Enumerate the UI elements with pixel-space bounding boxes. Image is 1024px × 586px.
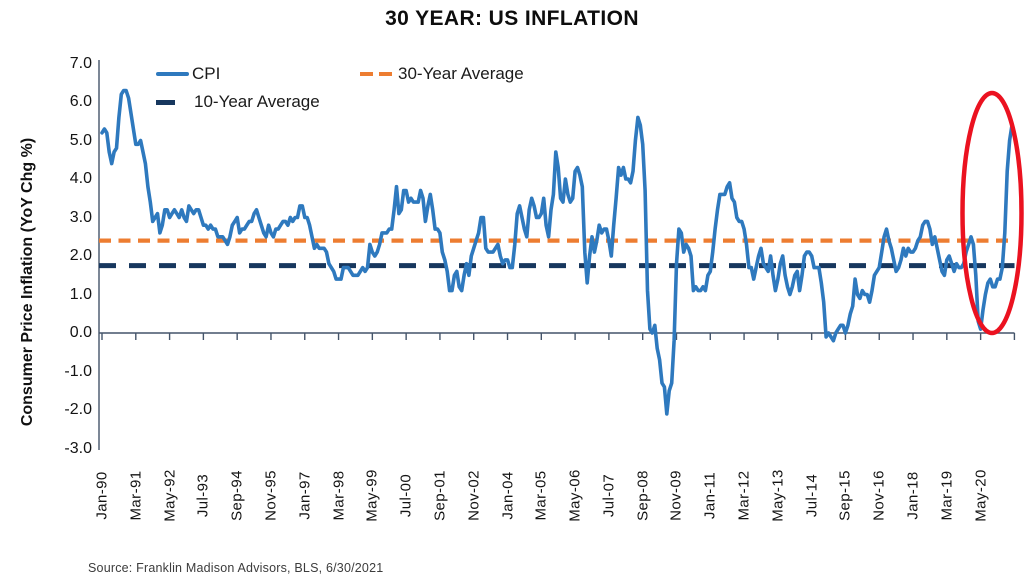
x-axis-tick-label: Sep-15	[836, 470, 854, 521]
x-axis-tick-label: Mar-19	[938, 470, 956, 521]
x-axis-tick-label: Nov-09	[667, 470, 685, 521]
x-axis-tick-label: Jan-90	[93, 471, 111, 520]
y-axis-tick-label: 3.0	[69, 208, 92, 226]
x-axis-tick-label: Nov-02	[465, 470, 483, 521]
x-axis-tick-label: Sep-01	[431, 470, 449, 521]
highlight-ellipse	[960, 90, 1024, 336]
ten-year-average-swatch	[156, 99, 175, 105]
x-axis-tick-label: Jul-00	[397, 473, 415, 518]
x-axis-tick-label: Jul-07	[600, 473, 618, 518]
y-axis-tick-label: 4.0	[69, 170, 92, 187]
x-axis-tick-label: Sep-94	[228, 470, 246, 521]
y-axis-tick-label: 6.0	[69, 93, 92, 110]
x-axis-tick-label: May-99	[363, 469, 381, 522]
y-axis-tick-label: 2.0	[69, 247, 92, 264]
x-axis-tick-label: Nov-16	[870, 470, 888, 521]
legend-label-cpi: CPI	[192, 64, 221, 83]
x-axis-tick-label: Mar-12	[735, 470, 753, 521]
x-axis-tick-label: Mar-91	[127, 470, 145, 521]
x-axis-tick-label: Jul-14	[803, 473, 821, 518]
y-axis-tick-label: 1.0	[69, 285, 92, 303]
y-axis-tick-label: 7.0	[69, 54, 92, 72]
x-axis-tick-label: Sep-08	[634, 470, 652, 521]
y-axis-tick-label: -2.0	[64, 401, 92, 418]
x-axis-ticks	[101, 333, 1016, 340]
thirty-year-average-swatch	[360, 72, 393, 76]
source-note: Source: Franklin Madison Advisors, BLS, …	[88, 561, 384, 575]
x-axis-tick-label: May-20	[972, 469, 990, 522]
cpi-line-swatch	[156, 72, 189, 76]
legend-item-cpi: CPI	[156, 64, 220, 84]
legend-label-30yr-average: 30-Year Average	[398, 64, 524, 83]
x-axis-tick-label: Jul-93	[194, 473, 212, 518]
legend-label-10yr-average: 10-Year Average	[194, 92, 320, 111]
x-axis-tick-label: Jan-04	[499, 471, 517, 520]
x-axis-tick-label: Jan-11	[701, 471, 719, 520]
y-axis-tick-label: -1.0	[64, 362, 92, 380]
x-axis-tick-label: Mar-05	[532, 470, 550, 521]
y-axis-title: Consumer Price Inflation (YoY Chg %)	[19, 137, 36, 427]
x-axis-tick-label: Mar-98	[330, 470, 348, 521]
legend-item-30yr-average: 30-Year Average	[360, 64, 524, 84]
x-axis-tick-label: Nov-95	[262, 470, 280, 521]
x-axis-tick-label: May-13	[769, 469, 787, 522]
y-axis-tick-label: -3.0	[64, 439, 92, 457]
y-axis-tick-label: 5.0	[69, 131, 92, 149]
y-axis-tick-label: 0.0	[69, 324, 92, 341]
x-axis-tick-label: Jan-18	[904, 471, 922, 520]
x-axis-tick-label: Jan-97	[296, 471, 314, 520]
x-axis-tick-label: May-06	[566, 469, 584, 522]
chart-title: 30 YEAR: US INFLATION	[385, 7, 639, 30]
x-axis-tick-label: May-92	[161, 469, 179, 522]
cpi-line	[100, 88, 1014, 416]
legend-item-10yr-average: 10-Year Average	[156, 92, 320, 112]
